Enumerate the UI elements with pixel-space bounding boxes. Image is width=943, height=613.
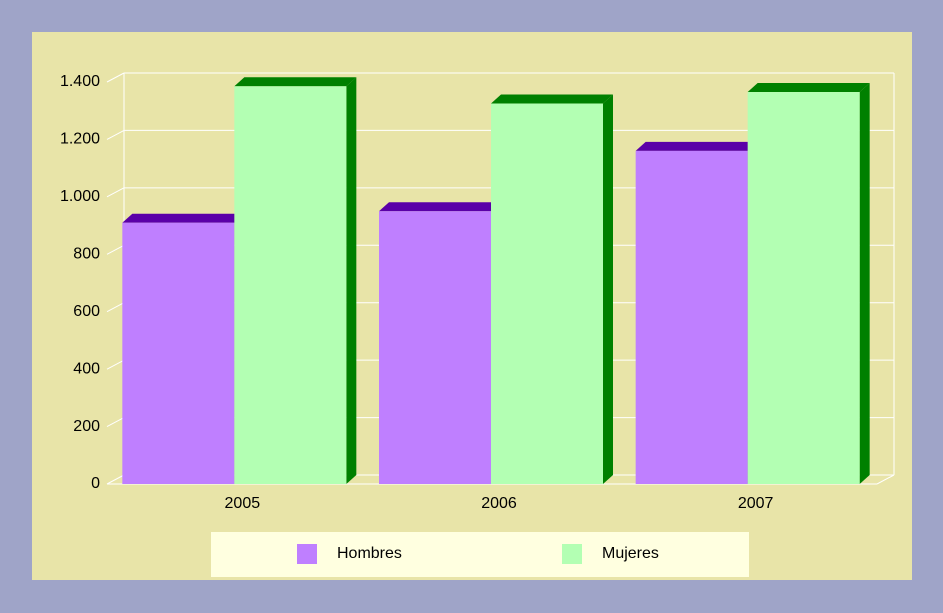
legend bbox=[211, 532, 749, 577]
x-tick-label: 2005 bbox=[225, 495, 261, 512]
grid-line bbox=[106, 129, 125, 140]
legend-label: Mujeres bbox=[602, 545, 659, 562]
bar bbox=[379, 211, 491, 484]
bar bbox=[491, 103, 603, 485]
x-tick-label: 2007 bbox=[738, 495, 774, 512]
grid-line bbox=[106, 187, 125, 198]
legend-swatch bbox=[297, 544, 317, 564]
y-tick-label: 0 bbox=[91, 475, 100, 492]
bar-side bbox=[859, 83, 870, 485]
legend-swatch bbox=[562, 544, 582, 564]
y-tick-label: 1.000 bbox=[60, 188, 100, 205]
bar bbox=[635, 150, 748, 484]
bar-top bbox=[491, 94, 613, 104]
y-tick-label: 600 bbox=[73, 303, 100, 320]
floor-line bbox=[876, 474, 895, 485]
y-tick-label: 1.200 bbox=[60, 131, 100, 148]
grid-line bbox=[106, 474, 125, 485]
grid-line bbox=[106, 302, 125, 313]
bar-top bbox=[747, 83, 870, 93]
grid-line bbox=[106, 72, 125, 83]
y-tick-label: 800 bbox=[73, 246, 100, 263]
bar-top bbox=[122, 213, 245, 223]
x-tick-label: 2006 bbox=[481, 495, 517, 512]
bar-top bbox=[234, 77, 357, 87]
grid-line bbox=[106, 417, 125, 428]
bar bbox=[234, 86, 347, 485]
bar bbox=[747, 92, 860, 485]
bar-side bbox=[346, 77, 357, 485]
legend-label: Hombres bbox=[337, 545, 402, 562]
bar-side bbox=[603, 94, 613, 485]
bar-top bbox=[635, 141, 758, 151]
y-tick-label: 400 bbox=[73, 360, 100, 377]
grid-line bbox=[106, 244, 125, 255]
bar-top bbox=[379, 202, 501, 212]
grid-line bbox=[106, 359, 125, 370]
y-tick-label: 200 bbox=[73, 418, 100, 435]
bar bbox=[122, 222, 235, 484]
y-tick-label: 1.400 bbox=[60, 73, 100, 90]
